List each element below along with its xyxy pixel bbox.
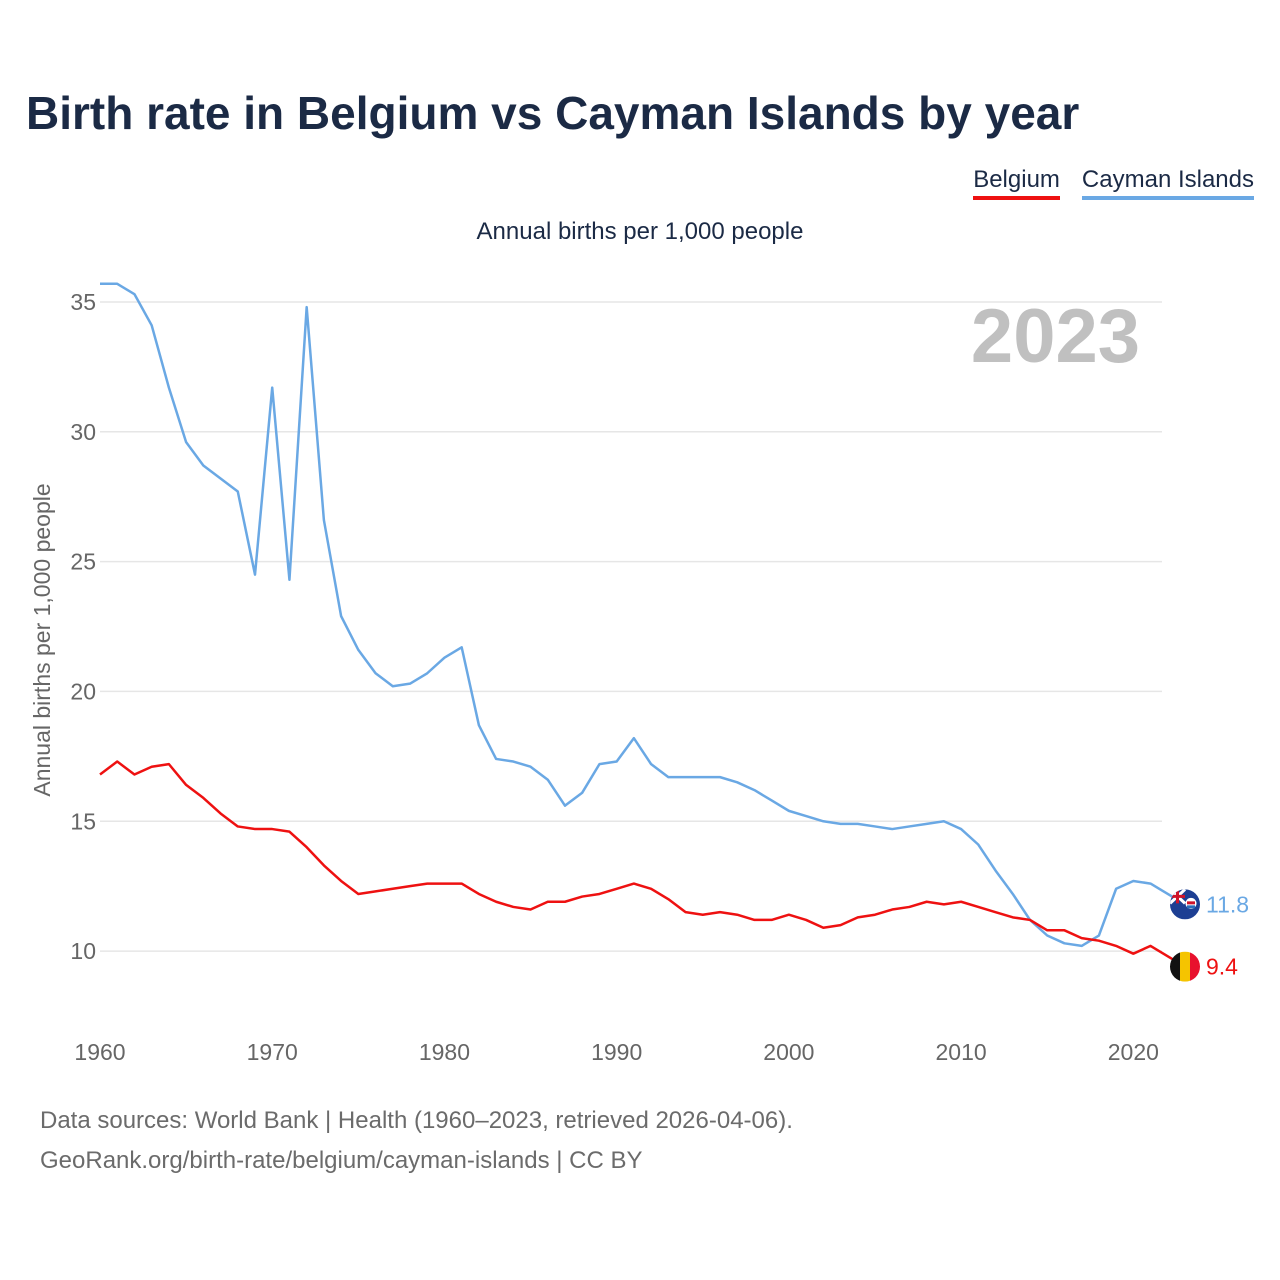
gridlines xyxy=(100,301,1162,952)
y-tick-label: 25 xyxy=(70,549,96,575)
x-tick-label: 2000 xyxy=(763,1039,814,1065)
y-tick-label: 35 xyxy=(70,289,96,315)
y-tick-label: 15 xyxy=(70,808,96,834)
y-axis-label: Annual births per 1,000 people xyxy=(29,483,55,796)
belgium-flag-icon xyxy=(1170,951,1200,982)
source-link[interactable]: GeoRank.org/birth-rate/belgium/cayman-is… xyxy=(40,1147,643,1174)
x-tick-label: 1990 xyxy=(591,1039,642,1065)
y-tick-label: 20 xyxy=(70,678,96,704)
series-line-cayman-islands[interactable] xyxy=(100,282,1186,948)
end-label-cayman-islands: 11.8 xyxy=(1206,891,1249,917)
y-tick-label: 10 xyxy=(70,938,96,964)
y-axis-ticks: 10 15 20 25 30 35 xyxy=(70,289,96,964)
x-axis-ticks: 1960 1970 1980 1990 2000 2010 2020 xyxy=(74,1039,1159,1065)
cayman-islands-flag-icon xyxy=(1170,889,1200,920)
current-year-label: 2023 xyxy=(971,294,1140,379)
chart-title: Birth rate in Belgium vs Cayman Islands … xyxy=(26,87,1080,139)
x-tick-label: 1980 xyxy=(419,1039,470,1065)
legend-item-belgium[interactable]: Belgium xyxy=(973,166,1060,200)
end-label-belgium: 9.4 xyxy=(1206,954,1238,980)
legend: Belgium Cayman Islands xyxy=(973,166,1254,200)
series-end-markers: 9.4 11.8 xyxy=(1170,889,1249,982)
y-tick-label: 30 xyxy=(70,419,96,445)
series xyxy=(99,282,1186,968)
chart-subtitle: Annual births per 1,000 people xyxy=(476,218,804,245)
x-tick-label: 2020 xyxy=(1108,1039,1159,1065)
plot-area: 10 15 20 25 30 35 1960 1970 1980 1990 2000 2010 202… xyxy=(29,282,1249,1065)
x-tick-label: 1970 xyxy=(247,1039,298,1065)
x-tick-label: 2010 xyxy=(936,1039,987,1065)
series-line-belgium[interactable] xyxy=(99,760,1186,968)
source-note: Data sources: World Bank | Health (1960–… xyxy=(40,1107,793,1134)
x-tick-label: 1960 xyxy=(74,1039,125,1065)
legend-item-cayman-islands[interactable]: Cayman Islands xyxy=(1081,166,1254,200)
